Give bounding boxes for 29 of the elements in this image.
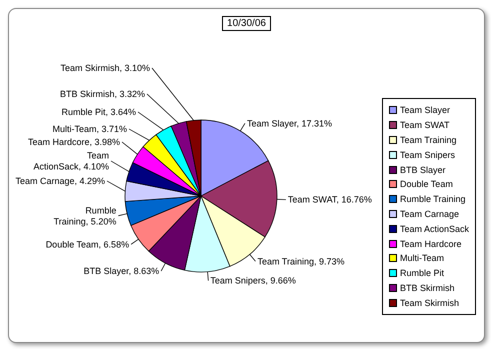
data-label: Multi-Team, 3.71% — [52, 124, 127, 134]
legend-label: Team Skirmish — [400, 298, 459, 308]
legend-label: Team Training — [400, 134, 456, 145]
data-label: Team ActionSack, 4.10% — [33, 150, 109, 172]
legend-label: Team ActionSack — [400, 224, 469, 234]
data-label: Team Skirmish, 3.10% — [60, 63, 150, 73]
data-label: Team Carnage, 4.29% — [15, 176, 105, 186]
data-label: Rumble Training, 5.20% — [54, 205, 116, 226]
data-label: Rumble Pit, 3.64% — [61, 107, 136, 117]
legend-label: Rumble Pit — [400, 268, 444, 278]
data-label: Team Hardcore, 3.98% — [28, 137, 120, 147]
data-label: BTB Skirmish, 3.32% — [60, 89, 145, 99]
data-label: Team SWAT, 16.76% — [288, 194, 372, 205]
chart-title: 10/30/06 — [222, 16, 271, 31]
legend-label: Team Carnage — [400, 208, 459, 219]
legend-label: Team Snipers — [400, 150, 455, 160]
legend-label: Team Slayer — [400, 105, 450, 116]
data-label: Team Training, 9.73% — [257, 256, 345, 266]
legend-label: BTB Skirmish — [400, 282, 454, 293]
data-label: Double Team, 6.58% — [46, 239, 130, 250]
legend-label: Rumble Training — [400, 194, 466, 204]
data-label: Team Snipers, 9.66% — [210, 276, 296, 286]
legend-label: BTB Slayer — [400, 164, 446, 175]
legend-label: Team Hardcore — [400, 238, 462, 249]
data-label: BTB Slayer, 8.63% — [84, 266, 160, 276]
data-label: Team Slayer, 17.31% — [246, 118, 332, 128]
legend-label: Multi-Team — [400, 253, 444, 264]
legend-label: Double Team — [400, 179, 453, 190]
legend-label: Team SWAT — [400, 120, 450, 130]
